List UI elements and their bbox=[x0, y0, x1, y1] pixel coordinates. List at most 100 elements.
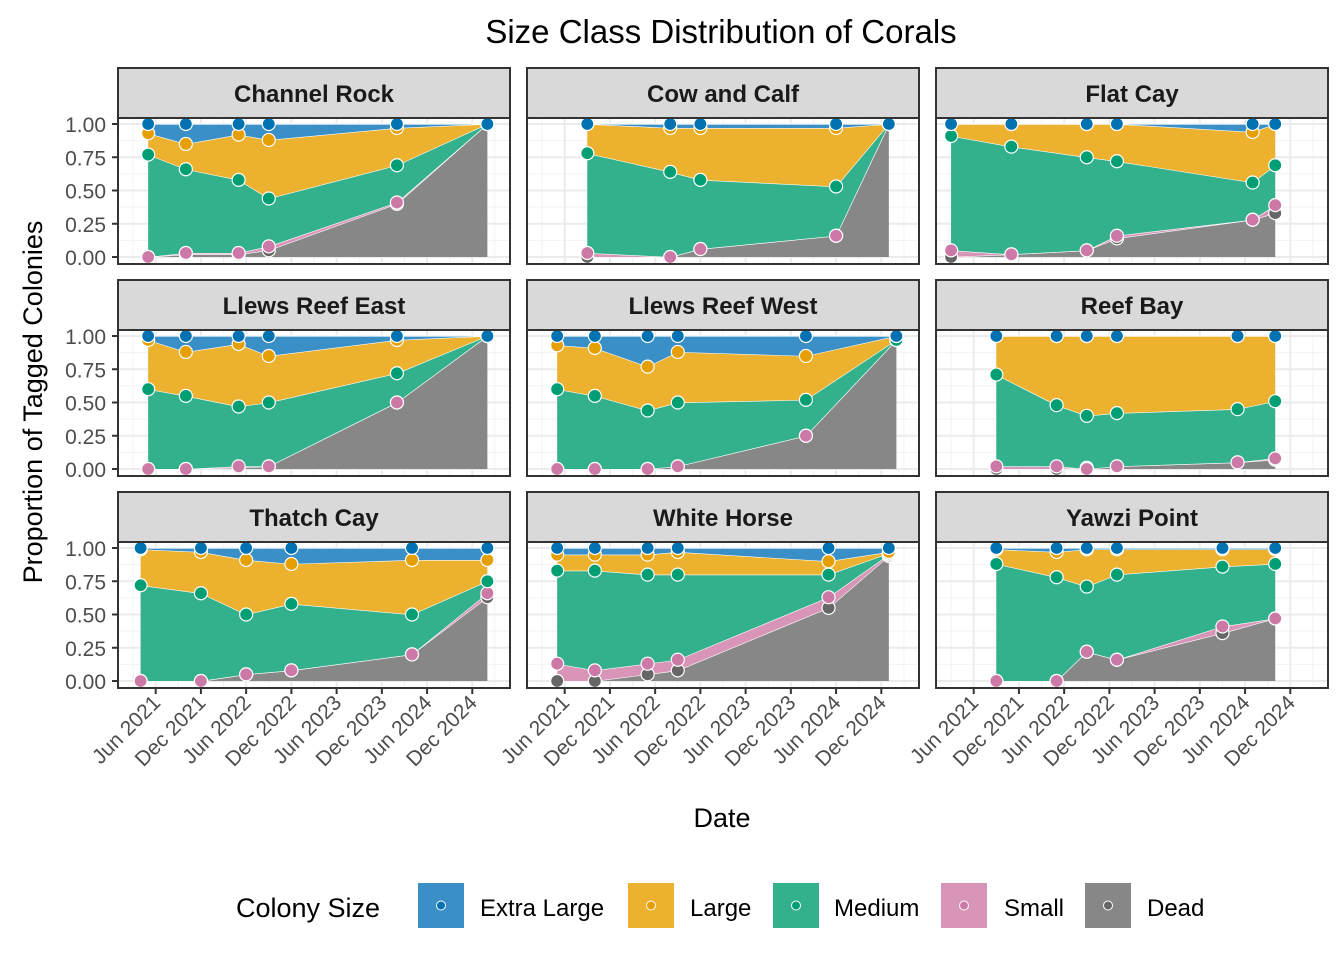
data-point-small bbox=[1268, 198, 1283, 213]
data-point-extra-large bbox=[587, 540, 602, 556]
data-point-small bbox=[587, 461, 602, 477]
y-tick-label: 0.00 bbox=[65, 671, 106, 694]
data-point-medium bbox=[580, 146, 595, 161]
data-point-small bbox=[261, 239, 276, 254]
area-dead bbox=[557, 555, 889, 681]
data-point-small bbox=[1245, 212, 1260, 227]
data-point-medium bbox=[693, 172, 708, 187]
y-tick-label: 0.00 bbox=[65, 459, 106, 482]
facet-strip bbox=[117, 491, 511, 543]
data-point-small bbox=[141, 461, 156, 477]
data-point-small bbox=[1268, 451, 1283, 466]
points bbox=[989, 540, 1283, 689]
data-point-extra-large bbox=[881, 540, 896, 556]
facet-panel: Llews Reef West bbox=[526, 279, 920, 477]
data-point-extra-large bbox=[1109, 328, 1125, 344]
data-point-small bbox=[261, 459, 276, 474]
data-point-small bbox=[663, 249, 678, 265]
data-point-small bbox=[480, 586, 495, 601]
points bbox=[989, 328, 1283, 477]
data-point-small bbox=[389, 195, 405, 210]
legend-item: Large bbox=[628, 883, 751, 928]
facet-panel: Reef Bay bbox=[935, 279, 1329, 477]
data-point-extra-large bbox=[1215, 540, 1230, 556]
area-extra-large bbox=[557, 548, 889, 562]
data-point-small bbox=[1049, 459, 1064, 474]
area-large bbox=[557, 336, 897, 411]
stacked-areas bbox=[557, 547, 890, 682]
facet-strip-label: Reef Bay bbox=[1081, 293, 1184, 320]
data-point-small bbox=[828, 228, 844, 243]
data-point-large bbox=[480, 552, 495, 568]
legend-label: Large bbox=[690, 895, 751, 922]
data-point-small bbox=[1049, 673, 1064, 689]
data-point-small bbox=[1109, 459, 1125, 474]
area-small bbox=[996, 618, 1276, 681]
facet-strip bbox=[117, 67, 511, 119]
data-point-extra-large bbox=[670, 540, 685, 556]
data-point-extra-large bbox=[1268, 328, 1283, 344]
facet-strip bbox=[526, 67, 920, 119]
x-axis-title: Date bbox=[693, 803, 750, 833]
stacked-areas bbox=[996, 335, 1276, 470]
area-small bbox=[148, 124, 488, 257]
area-small bbox=[996, 458, 1276, 469]
data-point-small bbox=[670, 459, 685, 474]
stacked-areas bbox=[147, 123, 488, 258]
data-point-large bbox=[284, 556, 299, 572]
facet-strip-label: White Horse bbox=[653, 505, 793, 532]
facet-strip bbox=[935, 491, 1329, 543]
data-point-small bbox=[989, 673, 1004, 689]
data-point-large bbox=[178, 136, 193, 152]
data-point-medium bbox=[989, 556, 1004, 572]
data-point-medium bbox=[480, 574, 495, 589]
data-point-large bbox=[587, 340, 602, 356]
data-point-small bbox=[1079, 243, 1094, 258]
data-point-medium bbox=[231, 172, 246, 187]
data-point-small bbox=[231, 245, 246, 261]
data-point-medium bbox=[1268, 556, 1283, 572]
area-medium bbox=[951, 135, 1276, 255]
area-dead bbox=[140, 597, 488, 681]
data-point-dead bbox=[550, 673, 565, 689]
y-tick-label: 0.25 bbox=[65, 214, 106, 237]
area-dead bbox=[951, 213, 1276, 257]
y-tick-label: 0.50 bbox=[65, 181, 106, 204]
data-point-small bbox=[1230, 455, 1245, 470]
data-point-extra-large bbox=[1268, 116, 1283, 132]
data-point-extra-large bbox=[141, 116, 156, 132]
data-point-extra-large bbox=[178, 328, 193, 344]
data-point-large bbox=[798, 348, 814, 364]
data-point-medium bbox=[587, 388, 602, 403]
data-point-extra-large bbox=[389, 328, 405, 344]
data-point-medium bbox=[1268, 394, 1283, 409]
data-point-extra-large bbox=[587, 328, 602, 344]
data-point-medium bbox=[261, 395, 276, 410]
legend-label: Medium bbox=[834, 895, 919, 922]
data-point-extra-large bbox=[261, 116, 276, 132]
data-point-extra-large bbox=[1230, 328, 1245, 344]
y-tick-label: 0.75 bbox=[65, 359, 106, 382]
data-point-medium bbox=[178, 162, 193, 177]
area-large bbox=[587, 124, 889, 187]
data-point-extra-large bbox=[550, 540, 565, 556]
data-point-extra-large bbox=[580, 116, 595, 132]
data-point-extra-large bbox=[889, 328, 904, 344]
data-point-small bbox=[1109, 228, 1125, 243]
data-point-medium bbox=[1109, 406, 1125, 421]
data-point-large bbox=[670, 344, 685, 360]
data-point-extra-large bbox=[193, 540, 209, 556]
area-large bbox=[996, 549, 1276, 587]
data-point-large bbox=[640, 359, 655, 374]
facet-panel: Flat Cay bbox=[935, 67, 1329, 265]
data-point-medium bbox=[141, 382, 156, 397]
data-point-extra-large bbox=[881, 116, 896, 132]
data-point-medium bbox=[989, 367, 1004, 382]
area-medium bbox=[148, 336, 488, 469]
area-dead bbox=[996, 618, 1276, 681]
data-point-extra-large bbox=[550, 328, 565, 344]
data-point-medium bbox=[943, 128, 959, 144]
legend-label: Extra Large bbox=[480, 895, 604, 922]
data-point-medium bbox=[1049, 570, 1064, 585]
